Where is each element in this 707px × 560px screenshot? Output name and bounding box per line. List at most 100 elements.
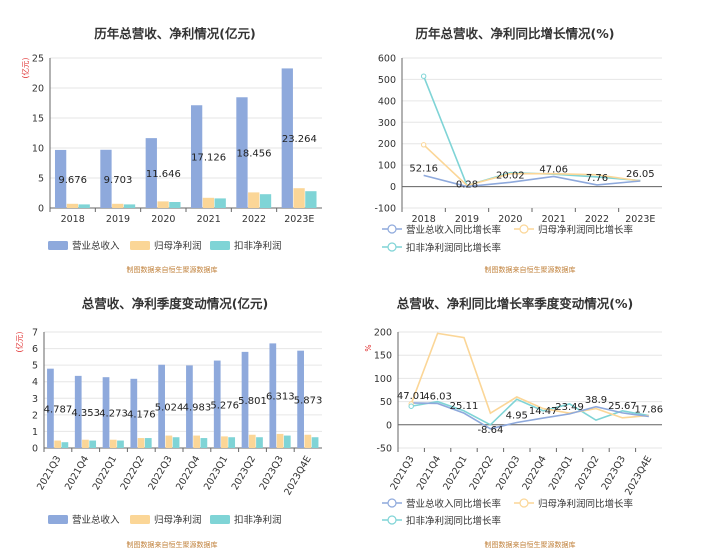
data-label: 7.76 — [586, 173, 608, 184]
series-line-revenue-growth — [411, 402, 649, 430]
legend-swatch — [210, 241, 230, 250]
bar-net-profit — [304, 434, 312, 448]
x-tick-label: 2022Q2 — [119, 454, 147, 492]
x-tick-label: 2023Q4E — [282, 454, 313, 497]
x-tick-label: 2022Q1 — [91, 454, 119, 492]
data-label: 14.47 — [529, 406, 558, 417]
plot-area: 0 5 10 15 20 25 2018 2019 2020 2021 2022 2023E 9.676… — [32, 54, 322, 225]
x-tick-label: 2023Q2 — [573, 454, 601, 492]
bar-net-profit — [82, 439, 89, 448]
x-tick-label: 2022Q2 — [468, 454, 496, 492]
x-tick-label: 2021 — [197, 214, 221, 225]
bar-revenue — [190, 105, 203, 208]
data-label: 25.67 — [608, 401, 637, 412]
bar-revenue — [47, 368, 54, 448]
bar-net-profit — [157, 201, 169, 208]
y-tick-label: 7 — [32, 328, 38, 339]
x-tick-label: 2022Q4 — [174, 454, 202, 492]
bar-deducted-profit — [214, 198, 226, 208]
data-label: 26.05 — [626, 169, 655, 180]
x-tick-label: 2022Q3 — [146, 454, 174, 492]
data-label: 4.273 — [99, 409, 128, 420]
bar-deducted-profit — [78, 204, 90, 208]
x-tick-label: 2021 — [542, 214, 566, 225]
chart-title: 总营收、净利同比增长率季度变动情况(%) — [397, 296, 633, 311]
data-label: 4.983 — [183, 403, 212, 414]
data-label: 4.353 — [71, 408, 100, 419]
legend-label: 营业总收入同比增长率 — [406, 224, 502, 236]
bar-deducted-profit — [283, 435, 291, 448]
y-tick-label: 0 — [32, 444, 38, 455]
x-tick-label: 2021Q4 — [415, 454, 443, 492]
data-label: 17.126 — [191, 153, 226, 164]
chart-quarterly-revenue-profit: 总营收、净利季度变动情况(亿元) (亿元) 0 1 2 3 4 5 6 7 2021Q3 2021… — [14, 296, 322, 549]
bar-net-profit — [276, 433, 284, 448]
chart-annual-growth: 历年总营收、净利同比增长情况(%) -100 0 100 200 300 400 500 60… — [374, 26, 662, 274]
y-tick-label: 300 — [378, 118, 396, 129]
x-tick-label: 2023Q3 — [258, 454, 286, 492]
source-note: 制图数据来自恒生聚源数据库 — [127, 540, 218, 549]
legend-swatch — [48, 515, 68, 524]
bar-net-profit — [248, 192, 260, 208]
bar-net-profit — [248, 434, 256, 448]
y-tick-label: 50 — [380, 397, 392, 408]
bar-net-profit — [221, 436, 228, 448]
y-tick-label: 4 — [32, 377, 38, 388]
bar-revenue — [100, 149, 112, 208]
legend-swatch — [130, 241, 150, 250]
data-label: 25.11 — [450, 401, 479, 412]
source-note: 制图数据来自恒生聚源数据库 — [485, 265, 576, 274]
data-label: -8.64 — [477, 425, 503, 436]
y-tick-label: 200 — [378, 139, 396, 150]
bar-deducted-profit — [228, 437, 236, 448]
bar-deducted-profit — [259, 194, 272, 208]
bar-net-profit — [202, 197, 215, 208]
series-line-net-profit-growth — [423, 144, 641, 187]
x-tick-label: 2022Q1 — [441, 454, 469, 492]
legend-label: 扣非净利润 — [234, 240, 282, 252]
data-label: 23.264 — [282, 134, 317, 145]
legend-label: 扣非净利润同比增长率 — [406, 515, 502, 527]
plot-area: -100 0 100 200 300 400 500 600 2018 2019 2020 2021 2… — [374, 54, 662, 225]
bar-revenue — [158, 364, 165, 448]
legend-swatch-marker — [519, 224, 529, 234]
legend-swatch — [130, 515, 150, 524]
bar-revenue — [236, 97, 248, 208]
x-tick-label: 2020 — [151, 214, 175, 225]
y-tick-label: 3 — [32, 394, 38, 405]
legend-swatch-marker — [387, 224, 397, 234]
bar-revenue — [281, 68, 293, 208]
bar-net-profit — [165, 435, 173, 448]
x-tick-label: 2022 — [242, 214, 266, 225]
bar-revenue — [54, 149, 67, 208]
data-label: 52.16 — [409, 163, 438, 174]
y-tick-label: 100 — [374, 374, 392, 385]
data-label: 5.276 — [210, 400, 239, 411]
y-tick-label: 0 — [390, 182, 396, 193]
legend-label: 归母净利润同比增长率 — [538, 224, 634, 236]
y-tick-label: 5 — [38, 174, 44, 185]
chart-quarterly-growth: 总营收、净利同比增长率季度变动情况(%) % -50 0 50 100 150 200 20… — [364, 296, 663, 549]
series-marker — [408, 403, 414, 409]
y-tick-label: 500 — [378, 75, 396, 86]
series-marker — [420, 73, 427, 79]
data-label: 0.28 — [456, 180, 478, 191]
x-tick-label: 2022Q3 — [494, 454, 522, 492]
bar-net-profit — [193, 435, 201, 448]
y-tick-label: 5 — [32, 361, 38, 372]
data-label: 38.9 — [585, 395, 607, 406]
bar-revenue — [74, 375, 82, 448]
legend-swatch — [48, 241, 68, 250]
legend-label: 归母净利润同比增长率 — [538, 498, 634, 510]
legend-label: 营业总收入 — [72, 514, 120, 526]
bar-revenue — [297, 350, 304, 448]
x-tick-label: 2023Q3 — [600, 454, 628, 492]
legend-swatch — [210, 515, 230, 524]
x-tick-label: 2020 — [498, 214, 522, 225]
chart-annual-revenue-profit: 历年总营收、净利情况(亿元) (亿元) 0 5 10 15 20 25 2018 2019 20… — [20, 26, 322, 274]
y-tick-label: 25 — [32, 54, 44, 65]
